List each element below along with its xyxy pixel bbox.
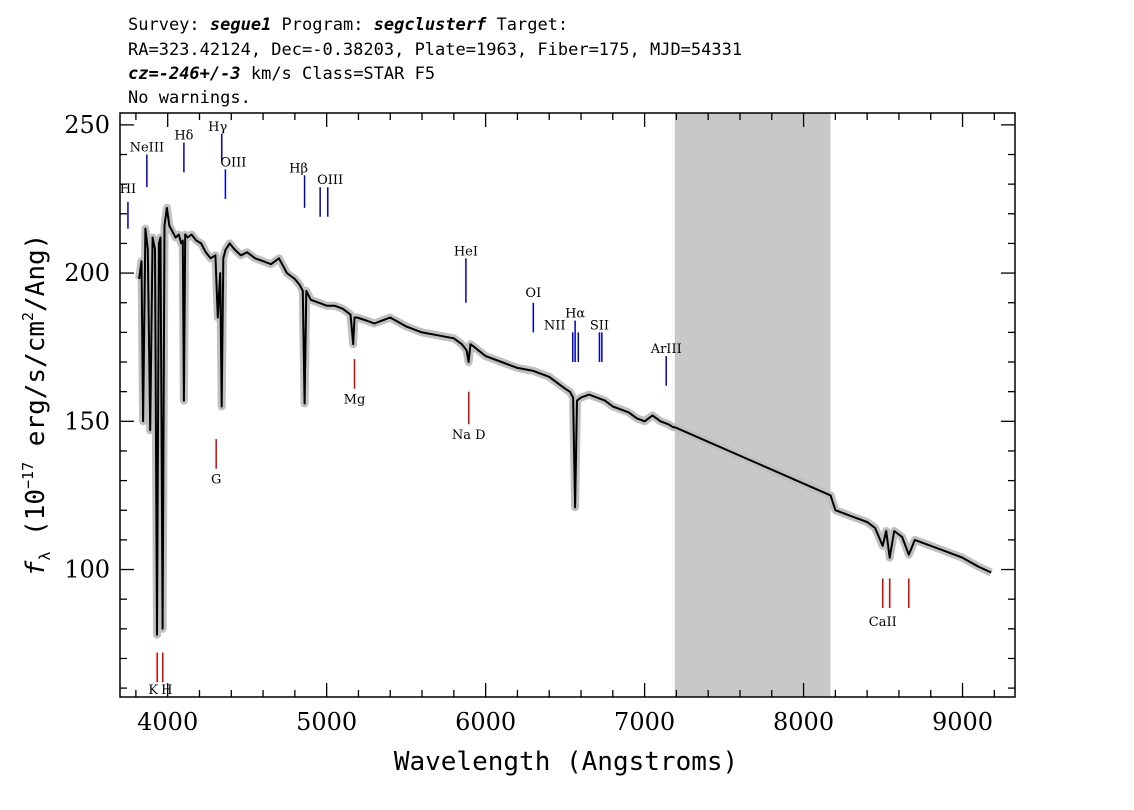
emission-line-label: Hα [565, 307, 585, 322]
y-tick-label: 150 [64, 407, 110, 435]
tick-layer: 4000 5000 6000 7000 8000 9000 100 150 200 250 [64, 111, 1015, 736]
absorption-line-label: Mg [344, 393, 366, 408]
absorption-line-label: H [161, 683, 172, 698]
emission-line-label: OIII [317, 173, 343, 188]
y-tick-label: 250 [64, 111, 110, 139]
x-tick-label: 9000 [932, 708, 993, 736]
absorption-line-label: CaII [869, 615, 897, 630]
spectrum-line [138, 206, 992, 636]
emission-line-label: Hδ [174, 129, 193, 144]
emission-line-label: OI [525, 286, 541, 301]
y-tick-label: 200 [64, 259, 110, 287]
spectrum-layer [138, 206, 992, 636]
emission-line-label: OIII [220, 155, 246, 170]
masked-region [674, 113, 831, 697]
y-axis-title: fλ (10−17 erg/s/cm2/Ang) [19, 234, 54, 577]
x-tick-label: 5000 [296, 708, 357, 736]
error-band-layer [135, 203, 993, 639]
absorption-line-label: K [148, 683, 158, 698]
emission-line-label: Hγ [208, 120, 227, 135]
emission-line-label: NeIII [130, 141, 164, 156]
absorption-line-label: G [211, 473, 221, 488]
y-tick-label: 100 [64, 556, 110, 584]
emission-line-label: HeI [454, 244, 478, 259]
header-line-1: Survey: segue1 Program: segclusterf Targ… [128, 15, 568, 35]
emission-line-label: HI [120, 182, 136, 197]
x-tick-label: 6000 [455, 708, 516, 736]
header: Survey: segue1 Program: segclusterf Targ… [128, 15, 742, 108]
spectrum-error-band [135, 203, 993, 639]
header-line-3: cz=-246+/-3 km/s Class=STAR F5 [128, 64, 435, 84]
emission-line-label: NII [544, 318, 566, 333]
emission-line-label: SII [590, 318, 609, 333]
emission-line-label: ArIII [650, 342, 682, 357]
x-tick-label: 8000 [773, 708, 834, 736]
header-line-4: No warnings. [128, 88, 251, 108]
x-axis-title: Wavelength (Angstroms) [394, 747, 738, 777]
x-tick-label: 4000 [137, 708, 198, 736]
absorption-line-label: Na D [452, 428, 486, 443]
header-line-2: RA=323.42124, Dec=-0.38203, Plate=1963, … [128, 40, 742, 60]
masked-region-layer [674, 113, 831, 697]
emission-line-label: Hβ [289, 161, 308, 176]
x-tick-label: 7000 [614, 708, 675, 736]
plot-frame [119, 112, 1016, 698]
